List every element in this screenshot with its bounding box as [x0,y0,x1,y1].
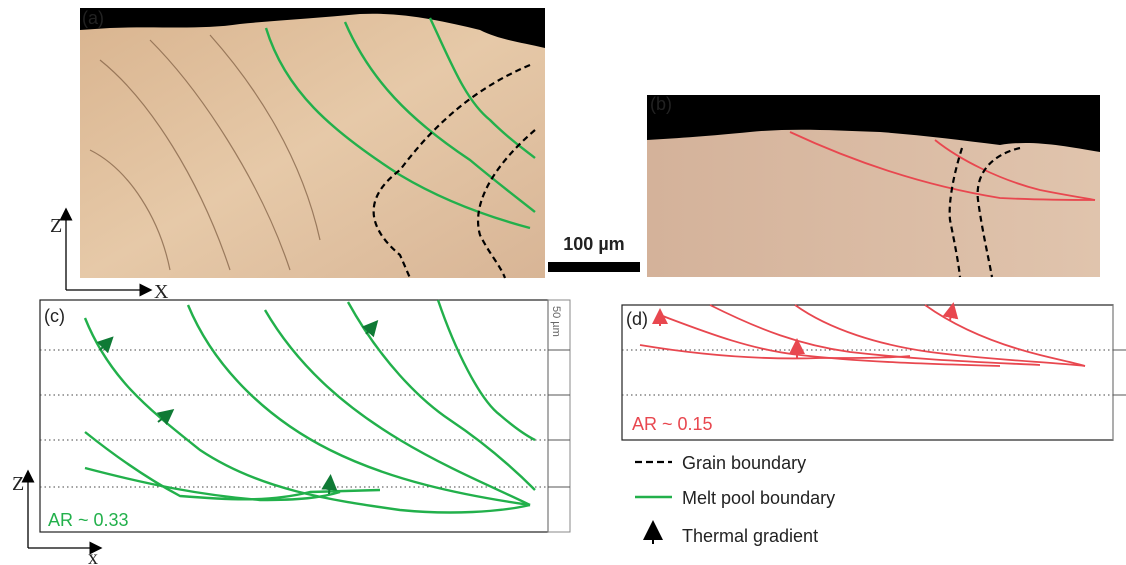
schematic-d [621,302,1126,441]
schematic-c [39,299,571,533]
axis-label: x [88,547,98,565]
axes-a [59,207,153,297]
aspect-ratio: AR ~ 0.33 [48,510,129,530]
legend-label: Grain boundary [682,453,806,473]
panel-label: (b) [650,94,672,114]
axis-label: X [154,281,169,303]
scale-label: 50 µm [550,306,562,337]
scale-bar [548,262,640,272]
scale-label: 100 µm [563,234,624,254]
legend [635,460,672,544]
legend-label: Melt pool boundary [682,488,835,508]
axes-c [21,469,103,555]
legend-label: Thermal gradient [682,526,818,546]
axis-label: Z [12,473,24,495]
panel-label: (d) [626,309,648,329]
micrograph-b [647,95,1100,278]
micrograph-a [80,8,545,279]
aspect-ratio: AR ~ 0.15 [632,414,713,434]
axis-label: Z [50,215,62,237]
panel-label: (a) [82,8,104,28]
panel-label: (c) [44,306,65,326]
